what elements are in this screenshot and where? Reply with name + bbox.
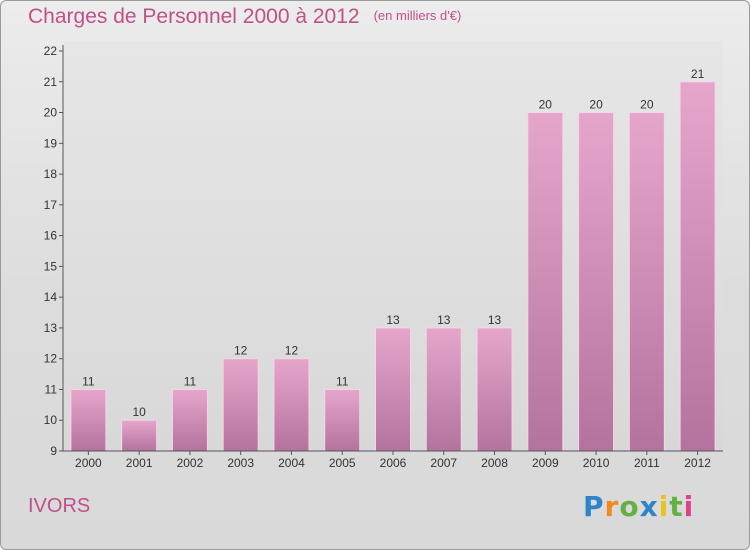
bar [121,419,158,452]
bar [679,81,716,452]
x-tick-label: 2004 [278,456,305,470]
y-tick-label: 10 [44,413,58,427]
x-tick-label: 2003 [227,456,254,470]
y-tick-label: 12 [44,352,58,366]
x-tick-label: 2005 [329,456,356,470]
chart-title-text: Charges de Personnel 2000 à 2012 [28,5,360,28]
chart-unit: (en milliers d'€) [373,8,462,23]
data-label: 11 [336,374,349,388]
y-tick-label: 21 [44,75,58,89]
x-tick-label: 2002 [177,456,204,470]
x-tick-label: 2011 [634,456,660,470]
y-tick-label: 14 [44,290,58,304]
bar [578,112,615,452]
data-label: 20 [640,98,654,112]
data-label: 11 [82,374,95,388]
bar [171,388,208,452]
bar [70,388,107,452]
data-label: 12 [234,344,248,358]
data-label: 10 [132,405,146,419]
y-tick-label: 22 [44,44,58,58]
bar [273,358,310,452]
bar [425,327,462,452]
bar [324,388,361,452]
y-tick-label: 9 [50,444,57,458]
bar [628,112,665,452]
bar [222,358,259,452]
y-tick-label: 11 [45,382,58,396]
y-tick-label: 20 [44,106,58,120]
x-tick-label: 2000 [75,456,102,470]
data-label: 13 [386,313,400,327]
y-tick-label: 16 [44,229,58,243]
x-tick-label: 2009 [532,456,559,470]
commune-name: IVORS [28,495,91,517]
x-tick-label: 2010 [583,456,610,470]
x-tick-label: 2007 [430,456,457,470]
data-label: 13 [437,313,451,327]
x-tick-label: 2006 [380,456,407,470]
chart-title: Charges de Personnel 2000 à 2012 (en mill… [28,5,461,29]
data-label: 20 [589,98,603,112]
bar [527,112,564,452]
y-tick-label: 19 [44,136,58,150]
data-label: 21 [691,67,705,81]
y-tick-label: 18 [44,167,58,181]
x-tick-label: 2012 [684,456,711,470]
x-tick-label: 2008 [481,456,508,470]
data-label: 20 [539,98,553,112]
data-label: 13 [488,313,502,327]
data-label: 12 [285,344,299,358]
data-label: 11 [184,374,197,388]
y-tick-label: 15 [44,259,58,273]
bar [476,327,513,452]
proxiti-logo: Proxiti [583,490,695,523]
y-tick-label: 17 [44,198,58,212]
bar [375,327,411,452]
y-tick-label: 13 [44,321,58,335]
x-tick-label: 2001 [126,456,153,470]
